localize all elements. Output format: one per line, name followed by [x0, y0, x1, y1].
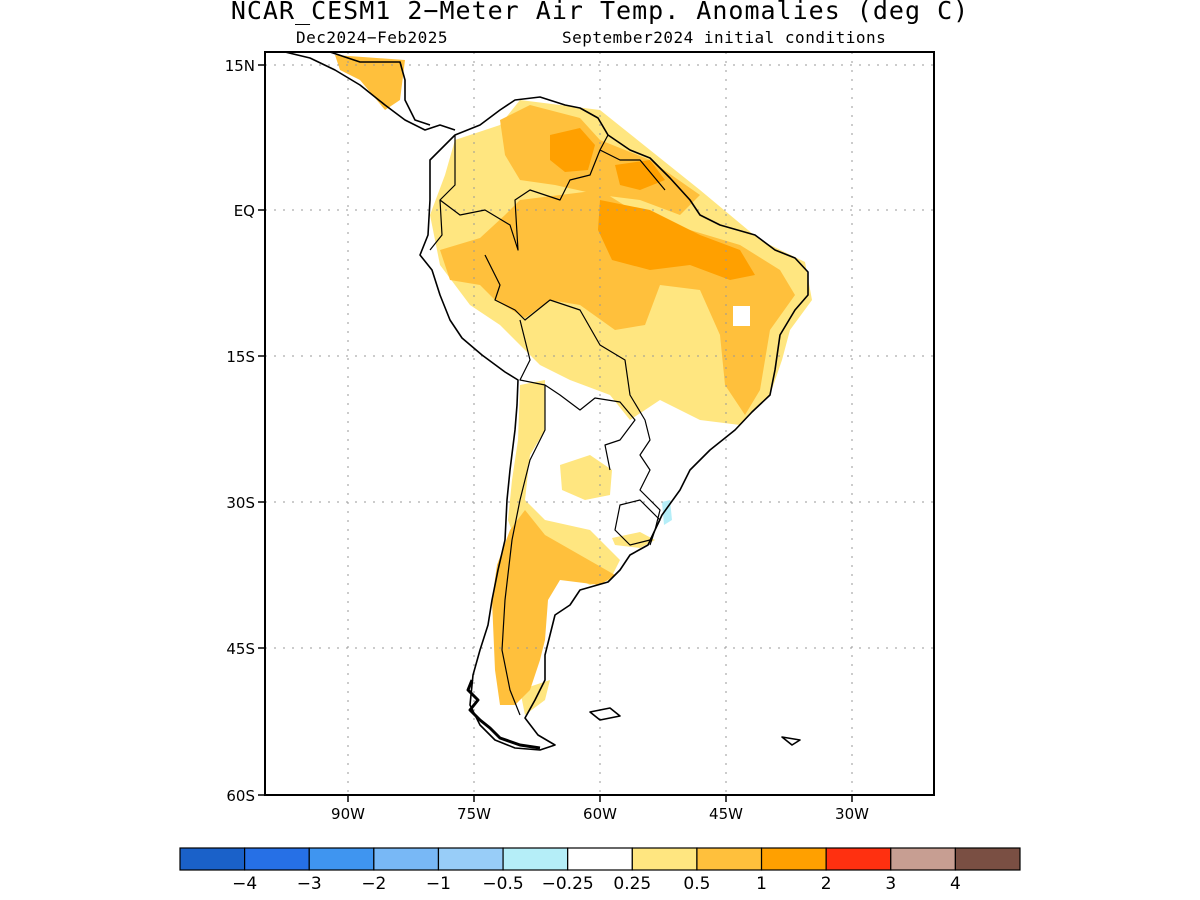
anomaly-region-cool-coast	[662, 500, 672, 525]
colorbar-label: −0.25	[542, 874, 594, 894]
colorbar-swatch	[954, 847, 1021, 871]
colorbar-label: −0.5	[482, 874, 523, 894]
colorbar-swatch	[890, 847, 956, 871]
colorbar-swatch	[179, 847, 246, 871]
lon-tick-label: 45W	[709, 805, 743, 823]
anomaly-region-medium-isthmus	[335, 55, 405, 110]
colorbar: −4 −3 −2 −1 −0.5 −0.25 0.25 0.5 1 2 3 4	[179, 847, 1021, 894]
lat-tick-label: 15S	[226, 348, 255, 366]
anomaly-gap-brazil	[733, 306, 750, 326]
anomaly-region-strong-venezuela	[550, 128, 595, 172]
colorbar-swatch	[825, 847, 892, 871]
colorbar-swatch	[437, 847, 504, 871]
south-america-coast	[419, 96, 809, 751]
lat-tick-label: 60S	[226, 787, 255, 805]
colorbar-swatch	[696, 847, 763, 871]
axis-ticks	[258, 64, 853, 802]
anomaly-region-light-pampas	[612, 532, 655, 548]
initial-conditions: September2024 initial conditions	[562, 28, 887, 47]
colorbar-label: −3	[297, 874, 322, 894]
colorbar-swatch	[373, 847, 440, 871]
lat-tick-labels: 15N EQ 15S 30S 45S 60S	[225, 57, 255, 805]
central-america-coast	[284, 52, 456, 131]
colorbar-swatch	[567, 847, 633, 871]
south-georgia	[781, 736, 801, 746]
colorbar-label: 3	[885, 874, 896, 894]
colorbar-label: −2	[361, 874, 386, 894]
colorbar-swatch	[308, 847, 375, 871]
anomaly-region-light-central	[560, 455, 612, 500]
lat-tick-label: 45S	[226, 640, 255, 658]
anomaly-region-medium-andes	[492, 510, 615, 705]
colorbar-label: 0.25	[613, 874, 651, 894]
lon-tick-labels: 90W 75W 60W 45W 30W	[331, 805, 869, 823]
colorbar-swatch	[502, 847, 569, 871]
colorbar-label: −1	[426, 874, 451, 894]
map-title: NCAR_CESM1 2−Meter Air Temp. Anomalies (…	[230, 0, 970, 25]
colorbar-label: −4	[232, 874, 257, 894]
lat-tick-label: 30S	[226, 494, 255, 512]
chile-fjords	[466, 679, 541, 750]
lat-tick-label: EQ	[234, 202, 255, 220]
forecast-period: Dec2024−Feb2025	[296, 28, 448, 47]
colorbar-swatch	[244, 847, 310, 871]
colorbar-label: 4	[950, 874, 961, 894]
lon-tick-label: 30W	[835, 805, 869, 823]
anomaly-region-strong-amazon	[598, 200, 755, 280]
colorbar-label: 1	[756, 874, 767, 894]
colorbar-swatch	[760, 847, 827, 871]
lon-tick-label: 60W	[583, 805, 617, 823]
falkland-islands	[589, 707, 621, 721]
country-borders	[429, 134, 666, 716]
lat-tick-label: 15N	[225, 57, 255, 75]
colorbar-swatch	[631, 847, 698, 871]
lon-tick-label: 90W	[331, 805, 365, 823]
anomaly-region-strong-guiana	[615, 160, 665, 190]
colorbar-label: 0.5	[683, 874, 710, 894]
colorbar-label: 2	[821, 874, 832, 894]
graticule	[265, 52, 934, 795]
lon-tick-label: 75W	[457, 805, 491, 823]
coastlines	[284, 52, 809, 751]
anomaly-shading	[335, 55, 812, 715]
